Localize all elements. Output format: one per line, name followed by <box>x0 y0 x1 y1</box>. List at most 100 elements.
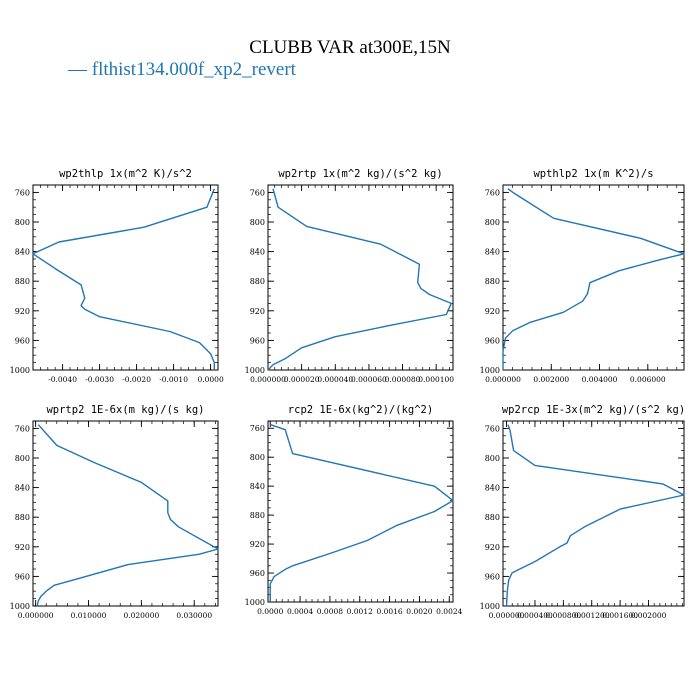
y-tick-label: 760 <box>15 188 30 197</box>
series-line <box>505 424 685 607</box>
y-tick-label: 1000 <box>10 602 30 611</box>
y-tick-label: 960 <box>485 336 500 345</box>
y-tick-label: 880 <box>485 513 500 522</box>
chart-panel-6: wp2rcp 1E-3x(m^2 kg)/(s^2 kg)0.0000000.0… <box>480 404 686 620</box>
y-tick-label: 840 <box>15 248 30 257</box>
x-tick-label: 0.000040 <box>317 375 353 384</box>
series-line <box>502 188 685 370</box>
x-tick-label: -0.0020 <box>122 375 151 384</box>
y-tick-label: 880 <box>485 277 500 286</box>
chart-title: wprtp2 1E-6x(m kg)/(s kg) <box>46 404 204 416</box>
y-tick-label: 800 <box>250 218 265 227</box>
x-tick-label: 0.0004 <box>287 607 313 616</box>
y-tick-label: 840 <box>15 484 30 493</box>
x-tick-label: 0.001200 <box>574 611 610 620</box>
y-tick-label: 920 <box>250 307 265 316</box>
y-tick-label: 800 <box>485 218 500 227</box>
chart-panel-3: wpthlp2 1x(m K^2)/s 0.000000 0.002000 0.004… <box>480 168 685 384</box>
y-tick-label: 800 <box>485 454 500 463</box>
y-tick-label: 880 <box>15 513 30 522</box>
series-line <box>32 188 216 370</box>
x-tick-label: 0.000000 <box>485 375 521 384</box>
series-line <box>267 188 452 371</box>
chart-panel-2: wp2rtp 1x(m^2 kg)/(s^2 kg)0.0000000.0000… <box>245 168 455 384</box>
x-tick-label: 0.001600 <box>602 611 638 620</box>
x-tick-label: -0.0030 <box>85 375 114 384</box>
x-tick-label: 0.002000 <box>533 375 569 384</box>
x-tick-label: 0.004000 <box>582 375 618 384</box>
x-tick-label: 0.000400 <box>517 611 553 620</box>
plot-frame <box>502 420 685 607</box>
x-tick-label: -0.0010 <box>159 375 188 384</box>
chart-title: wp2thlp 1x(m^2 K)/s^2 <box>59 168 192 180</box>
y-tick-label: 920 <box>15 307 30 316</box>
y-tick-label: 880 <box>250 277 265 286</box>
x-tick-label: 0.000020 <box>284 375 320 384</box>
x-tick-label: 0.0016 <box>376 607 402 616</box>
figure-title: CLUBB VAR at300E,15N <box>249 37 451 58</box>
plot-frame <box>267 184 454 371</box>
x-tick-label: 0.000000 <box>18 611 54 620</box>
x-tick-label: 0.000800 <box>545 611 581 620</box>
y-tick-label: 760 <box>15 424 30 433</box>
x-tick-label: 0.006000 <box>630 375 666 384</box>
plot-frame <box>267 420 454 603</box>
y-tick-label: 960 <box>250 569 265 578</box>
y-tick-label: 1000 <box>245 598 265 607</box>
x-tick-label: 0.0000 <box>257 607 283 616</box>
x-tick-label: 0.000060 <box>351 375 387 384</box>
y-tick-label: 840 <box>485 484 500 493</box>
y-tick-label: 840 <box>250 482 265 491</box>
y-tick-label: 960 <box>15 336 30 345</box>
y-tick-label: 840 <box>250 248 265 257</box>
y-tick-label: 760 <box>250 424 265 433</box>
y-tick-label: 920 <box>15 543 30 552</box>
y-tick-label: 760 <box>485 188 500 197</box>
chart-title: wp2rcp 1E-3x(m^2 kg)/(s^2 kg) <box>502 404 685 416</box>
y-tick-label: 880 <box>250 511 265 520</box>
x-tick-label: 0.000000 <box>489 611 525 620</box>
chart-panel-5: rcp2 1E-6x(kg^2)/(kg^2) 0.0000 0.0004 0.000… <box>245 404 463 616</box>
y-tick-label: 800 <box>250 453 265 462</box>
x-tick-label: 0.0008 <box>317 607 343 616</box>
x-tick-label: 0.000100 <box>418 375 454 384</box>
y-tick-label: 1000 <box>245 366 265 375</box>
plot-frame <box>32 184 219 371</box>
chart-title: wpthlp2 1x(m K^2)/s <box>533 168 653 180</box>
chart-panel-4: wprtp2 1E-6x(m kg)/(s kg) 0.000000 0.01000… <box>10 404 219 620</box>
legend-marker: — <box>68 59 87 80</box>
x-tick-label: 0.0000 <box>197 375 223 384</box>
series-line <box>36 424 219 607</box>
y-tick-label: 920 <box>485 307 500 316</box>
legend: — flthist134.000f_xp2_revert <box>68 59 296 81</box>
x-tick-label: 0.0020 <box>406 607 432 616</box>
x-tick-label: 0.002000 <box>631 611 667 620</box>
y-tick-label: 1000 <box>10 366 30 375</box>
x-tick-label: 0.0012 <box>347 607 373 616</box>
x-tick-label: 0.000080 <box>385 375 421 384</box>
y-tick-label: 760 <box>485 424 500 433</box>
y-tick-label: 960 <box>485 572 500 581</box>
y-tick-label: 840 <box>485 248 500 257</box>
y-tick-label: 1000 <box>480 602 500 611</box>
plot-frame <box>32 420 219 607</box>
y-tick-label: 920 <box>250 540 265 549</box>
x-tick-label: 0.000000 <box>250 375 286 384</box>
legend-label: flthist134.000f_xp2_revert <box>91 59 296 80</box>
chart-title: rcp2 1E-6x(kg^2)/(kg^2) <box>288 404 433 416</box>
y-tick-label: 760 <box>250 188 265 197</box>
y-tick-label: 1000 <box>480 366 500 375</box>
x-tick-label: 0.030000 <box>176 611 212 620</box>
x-tick-label: 0.0024 <box>436 607 462 616</box>
y-tick-label: 800 <box>15 218 30 227</box>
x-tick-label: -0.0040 <box>48 375 77 384</box>
chart-title: wp2rtp 1x(m^2 kg)/(s^2 kg) <box>278 168 442 180</box>
chart-panel-1: wp2thlp 1x(m^2 K)/s^2 -0.0040 -0.0030 -0.00… <box>10 168 224 384</box>
y-tick-label: 920 <box>485 543 500 552</box>
x-tick-label: 0.010000 <box>71 611 107 620</box>
series-line <box>269 423 454 602</box>
plot-frame <box>502 184 685 371</box>
y-tick-label: 960 <box>250 336 265 345</box>
y-tick-label: 800 <box>15 454 30 463</box>
y-tick-label: 880 <box>15 277 30 286</box>
